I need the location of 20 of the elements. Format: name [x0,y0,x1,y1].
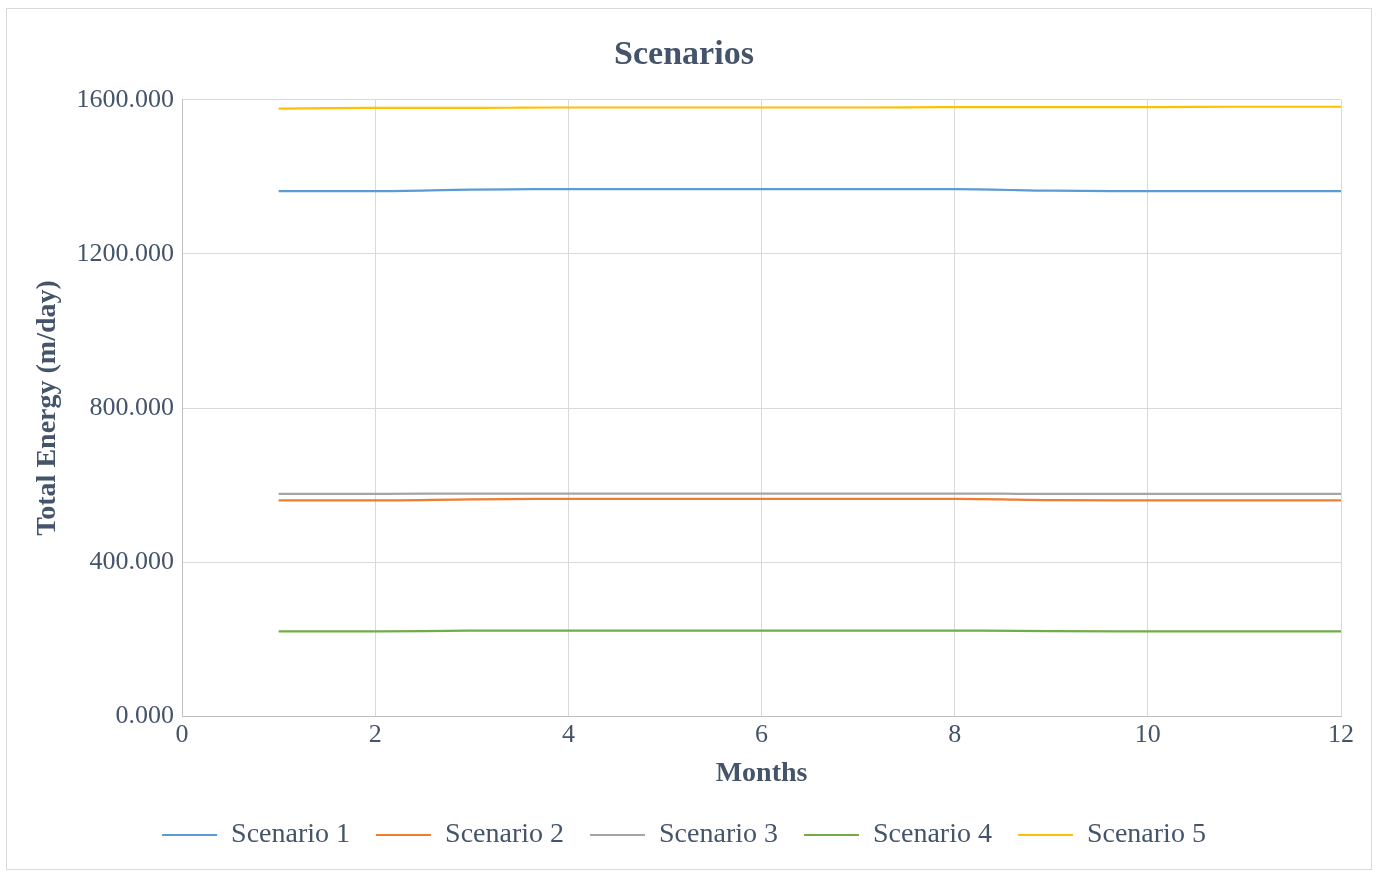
legend-label: Scenario 3 [659,817,778,849]
y-tick-label: 0.000 [115,700,175,730]
x-tick-label: 10 [1134,718,1161,748]
y-tick-label: 1600.000 [76,83,175,113]
y-tick-label: 800.000 [89,391,175,421]
y-tick-label: 1200.000 [76,237,175,267]
chart-title: Scenarios [614,34,754,72]
x-tick-label: 4 [561,718,575,748]
legend-label: Scenario 5 [1086,817,1206,849]
y-tick-label: 400.000 [89,545,175,575]
x-tick-label: 8 [948,718,962,748]
y-axis-title: Total Energy (m/day) [30,280,62,536]
x-axis-title: Months [715,756,808,788]
legend-label: Scenario 1 [231,817,351,849]
x-tick-label: 0 [175,718,189,748]
legend-label: Scenario 2 [445,817,565,849]
x-tick-label: 6 [755,718,769,748]
x-tick-label: 12 [1328,718,1354,748]
legend-label: Scenario 4 [872,817,992,849]
x-tick-label: 2 [368,718,382,748]
